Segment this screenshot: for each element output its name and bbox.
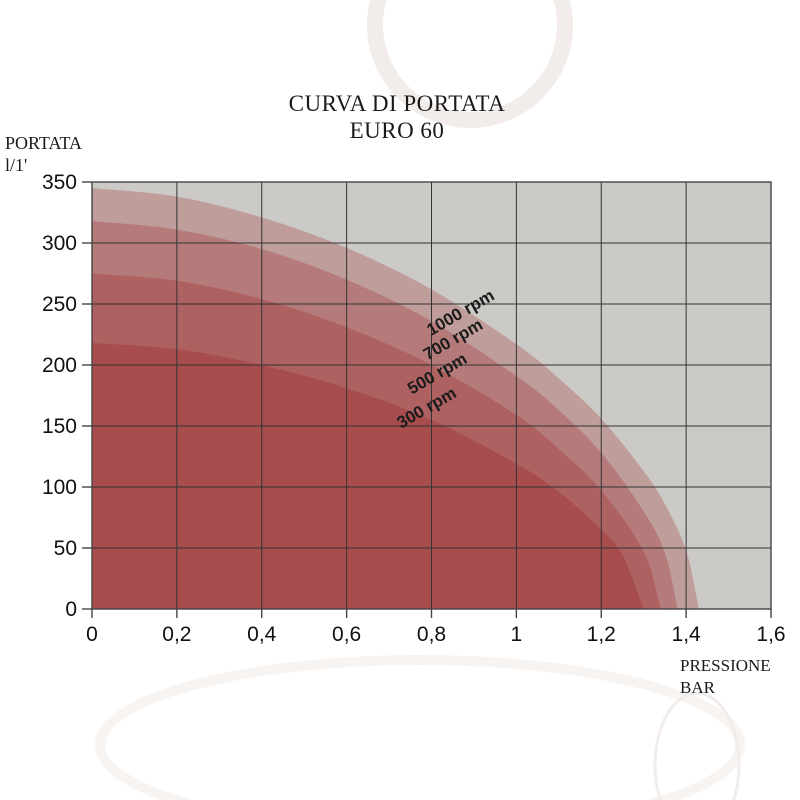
chart-title: CURVA DI PORTATA EURO 60 bbox=[157, 90, 637, 144]
watermark-arc bbox=[95, 655, 745, 800]
y-axis-title-line2: l/1' bbox=[5, 155, 28, 175]
y-tick-label: 250 bbox=[42, 293, 77, 316]
chart-title-line2: EURO 60 bbox=[349, 118, 445, 143]
x-tick-label: 0,8 bbox=[417, 623, 446, 646]
y-axis-title: PORTATA l/1' bbox=[5, 132, 82, 176]
y-axis-title-line1: PORTATA bbox=[5, 133, 83, 153]
x-tick-label: 1,6 bbox=[756, 623, 785, 646]
band-500-rpm bbox=[92, 273, 661, 609]
x-tick-label: 0 bbox=[86, 623, 98, 646]
chart-title-line1: CURVA DI PORTATA bbox=[288, 91, 506, 116]
x-tick-label: 1,2 bbox=[587, 623, 616, 646]
x-axis-title-line1: PRESSIONE bbox=[680, 656, 771, 675]
band-700-rpm bbox=[92, 221, 678, 609]
x-axis-title-line2: BAR bbox=[680, 678, 715, 697]
watermark-arc bbox=[367, 0, 573, 128]
x-tick-label: 0,4 bbox=[247, 623, 277, 646]
band-300-rpm bbox=[92, 343, 644, 609]
x-axis-title: PRESSIONE BAR bbox=[680, 655, 771, 699]
y-tick-label: 50 bbox=[54, 537, 77, 560]
x-tick-label: 1,4 bbox=[672, 623, 702, 646]
x-tick-label: 0,6 bbox=[332, 623, 361, 646]
band-1000-rpm bbox=[92, 188, 699, 609]
y-tick-label: 150 bbox=[42, 415, 77, 438]
x-tick-label: 1 bbox=[511, 623, 523, 646]
y-tick-label: 350 bbox=[42, 171, 77, 194]
y-tick-label: 200 bbox=[42, 354, 77, 377]
x-tick-label: 0,2 bbox=[162, 623, 191, 646]
y-tick-label: 300 bbox=[42, 232, 77, 255]
y-tick-label: 100 bbox=[42, 476, 77, 499]
watermark-drop bbox=[653, 691, 741, 800]
y-tick-label: 0 bbox=[65, 598, 77, 621]
